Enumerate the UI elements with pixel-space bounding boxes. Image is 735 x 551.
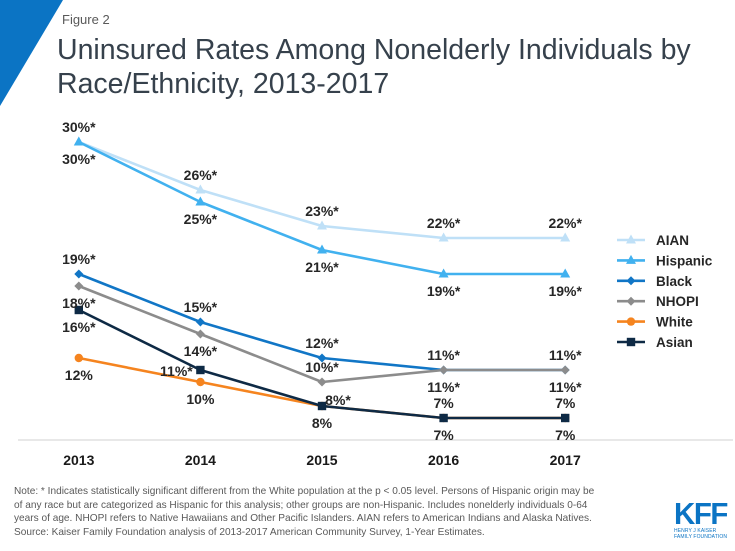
figure-label: Figure 2 [62,12,110,27]
data-label-hispanic: 25%* [184,211,218,227]
data-label-hispanic: 19%* [427,283,461,299]
data-label-white: 7% [555,395,576,411]
data-point-black [317,353,327,363]
legend-label: NHOPI [656,294,699,309]
legend-item: Black [617,274,693,289]
data-label-asian: 8%* [325,392,351,408]
data-point-nhopi [560,365,570,375]
x-tick-label: 2017 [550,452,581,468]
data-label-nhopi: 10%* [305,359,339,375]
footnote: Note: * Indicates statistically signific… [14,485,594,539]
x-tick-label: 2016 [428,452,459,468]
kff-logo-mark: KFF [674,496,728,531]
legend-marker-triangle-icon [626,234,636,244]
legend-item: Hispanic [617,253,713,268]
legend-label: White [656,315,693,330]
series-nhopi [74,281,570,387]
footnote-line: years of age. NHOPI refers to Native Haw… [14,513,592,525]
x-tick-label: 2014 [185,452,216,468]
data-label-white: 10% [186,391,215,407]
data-point-nhopi [439,365,449,375]
data-label-aian: 30%* [62,119,96,135]
kff-logo: KFF HENRY J KAISER FAMILY FOUNDATION [674,496,734,540]
data-label-black: 19%* [62,251,96,267]
data-point-asian [317,401,327,411]
data-point-white [196,377,205,387]
data-label-asian: 7% [555,427,576,443]
legend-marker-circle-icon [626,317,636,326]
legend-label: Asian [656,335,693,350]
data-label-white: 7% [433,427,454,443]
data-point-nhopi [195,329,205,339]
data-label-hispanic: 19%* [548,283,582,299]
legend-marker-diamond-icon [626,296,636,306]
data-label-black: 15%* [184,299,218,315]
kff-logo-subtitle: HENRY J KAISER [674,528,717,534]
data-label-white: 12% [65,367,94,383]
footnote-line: Note: * Indicates statistically signific… [14,486,595,497]
data-label-aian: 26%* [184,167,218,183]
data-point-aian [317,220,327,230]
data-label-hispanic: 21%* [305,259,339,275]
data-point-hispanic [317,244,327,254]
legend-label: AIAN [656,233,689,248]
data-point-black [74,269,84,279]
data-point-hispanic [438,268,449,278]
legend-marker-square-icon [626,337,636,347]
data-point-hispanic [195,196,206,206]
data-point-nhopi [74,281,84,291]
legend-item: Asian [617,335,693,350]
data-label-aian: 22%* [427,215,461,231]
footnote-line: of any race but are categorized as Hispa… [14,499,588,511]
data-point-aian [560,232,571,242]
data-label-asian: 16%* [62,319,96,335]
series-aian [73,136,571,242]
data-label-nhopi: 18%* [62,295,96,311]
data-label-asian: 7% [433,395,454,411]
data-label-nhopi: 11%* [549,379,582,395]
data-label-hispanic: 30%* [62,151,96,167]
series-asian [74,305,570,423]
kff-logo-subtitle: FAMILY FOUNDATION [674,533,728,540]
data-point-nhopi [317,377,327,387]
series-hispanic [73,136,571,278]
data-point-hispanic [73,136,84,146]
data-label-black: 11%* [549,347,582,363]
data-point-aian [195,184,206,194]
data-point-black [195,317,205,327]
data-labels: 30%* 26%* 23%* 22%* 22%* 30%* 25%* 21%* 19%* 19%*… [62,119,582,443]
data-point-hispanic [560,268,571,278]
data-label-white: 8% [312,415,333,431]
legend-label: Black [656,274,693,289]
data-label-asian: 11%* [160,363,193,379]
chart-title-line: Uninsured Rates Among Nonelderly Individ… [57,34,691,66]
legend-label: Hispanic [656,253,713,268]
data-point-asian [74,305,83,315]
legend-item: White [617,315,693,330]
chart-title: Uninsured Rates Among Nonelderly Individ… [57,33,691,101]
source-line: Source: Kaiser Family Foundation analysi… [14,526,485,538]
series-lines [73,136,571,423]
legend-item: NHOPI [617,294,699,309]
legend-marker-triangle-icon [626,254,636,264]
data-label-black: 11%* [427,347,460,363]
chart-title-line: Race/Ethnicity, 2013-2017 [57,68,390,100]
data-point-aian [438,232,449,242]
x-tick-label: 2015 [306,452,337,468]
data-label-nhopi: 11%* [427,379,460,395]
x-tick-label: 2013 [63,452,94,468]
data-point-asian [196,365,205,375]
data-point-white [74,353,84,363]
data-point-asian [561,413,570,423]
data-label-black: 12%* [305,335,339,351]
data-label-nhopi: 14%* [184,343,218,359]
data-label-aian: 23%* [305,203,339,219]
legend: AIAN Hispanic Black NHOPI White Asian [617,233,713,350]
data-point-asian [439,413,448,423]
x-axis: 2013 2014 2015 2016 2017 [18,439,733,468]
legend-marker-diamond-icon [626,276,636,286]
data-label-aian: 22%* [548,215,582,231]
legend-item: AIAN [617,233,689,248]
